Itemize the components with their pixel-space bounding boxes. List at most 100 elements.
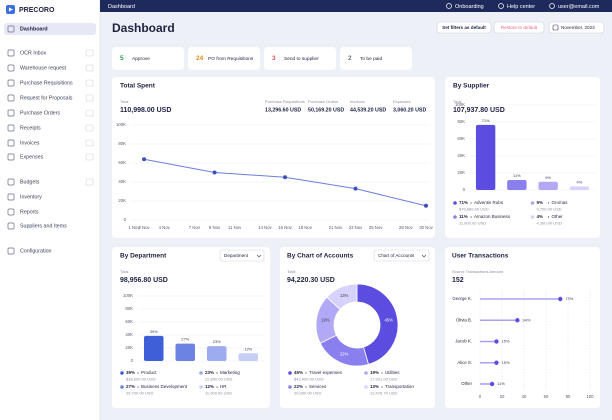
menu-expand[interactable] — [85, 124, 94, 132]
legend-swatch — [364, 385, 368, 389]
card-title: By Supplier — [453, 83, 490, 90]
legend-amount: $42,400.00 USD — [294, 377, 324, 382]
menu-item[interactable]: Purchase Orders — [20, 110, 60, 116]
status-count: 5 — [120, 55, 124, 62]
period-picker[interactable] — [548, 21, 605, 34]
y-tick-label: 0 — [124, 217, 127, 222]
legend-share: 22% — [294, 384, 303, 389]
legend-name: Transportation — [385, 384, 414, 389]
legend-name: Travel expenses — [309, 370, 343, 375]
legend-name: Utilities — [385, 370, 400, 375]
slice-label: 13% — [340, 293, 349, 298]
logo-text: PRECORO — [19, 7, 55, 14]
status-label: Approve — [132, 56, 150, 62]
legend-amount: 12,476.70 USD — [370, 391, 397, 396]
menu-expand[interactable] — [85, 49, 94, 57]
bar — [507, 179, 527, 190]
menu-item[interactable]: Inventory — [20, 194, 42, 200]
status-label: Send to supplier — [284, 56, 319, 62]
button[interactable] — [493, 21, 545, 34]
menu-item[interactable]: Reports — [20, 209, 39, 215]
y-category-label: Jacob K. — [455, 339, 472, 344]
menu-item[interactable]: Warehouse request — [20, 65, 67, 71]
menu-icon — [7, 25, 15, 33]
bar-label: 4% — [576, 179, 582, 184]
menu-item[interactable]: Request for Proposals — [20, 95, 73, 101]
menu-item[interactable]: OCR Inbox — [20, 50, 47, 56]
topbar-link[interactable]: Help center — [507, 4, 535, 10]
dropdown[interactable] — [219, 249, 265, 262]
legend-share: 71% — [459, 200, 468, 205]
status-count: 2 — [348, 55, 352, 62]
menu-expand[interactable] — [85, 178, 94, 186]
dropdown-label[interactable]: Chart of Accounts — [378, 253, 415, 258]
legend-name: HR — [220, 384, 227, 389]
menu-item[interactable]: Expenses — [20, 154, 44, 160]
menu-item[interactable]: Suppliers and Items — [20, 223, 67, 229]
legend-amount: $76,680.00 USD — [459, 207, 489, 212]
legend-swatch — [288, 371, 292, 375]
legend-separator — [547, 202, 550, 204]
label: Purchase Orders — [308, 99, 338, 104]
menu-item[interactable]: Receipts — [20, 125, 41, 131]
dropdown-label[interactable]: Department — [224, 253, 249, 258]
menu-icon — [7, 94, 15, 102]
topbar-icon — [446, 3, 452, 9]
menu-expand[interactable] — [85, 153, 94, 161]
menu-expand[interactable] — [85, 79, 94, 87]
legend-name: Amazon Business — [474, 214, 511, 219]
menu-item[interactable]: Configuration — [20, 248, 52, 254]
label: 44,539.20 USD — [350, 107, 386, 113]
topbar-link[interactable]: user@email.com — [558, 4, 600, 10]
legend-swatch — [453, 215, 457, 219]
menu-icon — [7, 247, 15, 255]
bar — [143, 335, 164, 361]
bar — [238, 353, 259, 361]
status-card — [188, 47, 260, 70]
legend-name: Other — [552, 214, 564, 219]
bar — [206, 346, 227, 361]
menu-item[interactable]: Invoices — [20, 140, 40, 146]
bar — [475, 124, 496, 190]
period-label[interactable]: November, 2023 — [561, 25, 595, 30]
legend-swatch — [199, 385, 203, 389]
lollipop-head — [515, 318, 520, 323]
x-tick-label: 20 — [500, 394, 505, 399]
bar-label: 27% — [181, 337, 189, 342]
topbar-link[interactable]: Onboarding — [455, 4, 484, 10]
legend-share: 12% — [205, 384, 214, 389]
menu-item[interactable]: Purchase Requisitions — [20, 80, 73, 86]
button-label[interactable]: Set filters as default — [442, 25, 486, 30]
button[interactable] — [436, 21, 492, 34]
legend-share: 9% — [537, 200, 544, 205]
status-card — [264, 47, 336, 70]
y-tick-label: 60K — [457, 136, 465, 141]
value-label: 15% — [502, 360, 510, 365]
value-label: 34% — [522, 317, 530, 322]
card-title: By Chart of Accounts — [287, 253, 354, 260]
card — [112, 77, 435, 238]
legend-name: Marketing — [220, 370, 240, 375]
y-tick-label: 0 — [131, 358, 134, 363]
x-tick-label: 60 — [544, 394, 549, 399]
y-tick-label: 80K — [118, 141, 126, 146]
x-tick-label: 11 Nov — [228, 225, 242, 230]
menu-expand[interactable] — [85, 139, 94, 147]
button-label[interactable]: Restore to default — [501, 25, 538, 30]
y-tick-label: 40K — [118, 179, 126, 184]
x-tick-label: 25 Nov — [369, 225, 383, 230]
menu-expand[interactable] — [85, 109, 94, 117]
y-tick-label: 40K — [457, 153, 465, 158]
menu-expand[interactable] — [85, 94, 94, 102]
x-tick-label: 7 Nov — [189, 225, 201, 230]
lollipop-head — [494, 339, 499, 344]
legend-share: 13% — [370, 384, 379, 389]
menu-item[interactable]: Dashboard — [20, 26, 48, 32]
menu-expand[interactable] — [85, 64, 94, 72]
menu-item[interactable]: Budgets — [20, 179, 40, 185]
label: Expenses — [393, 99, 411, 104]
dropdown[interactable] — [373, 249, 430, 262]
card-title: Total Spent — [120, 83, 156, 90]
slice-label: 19% — [321, 318, 330, 323]
